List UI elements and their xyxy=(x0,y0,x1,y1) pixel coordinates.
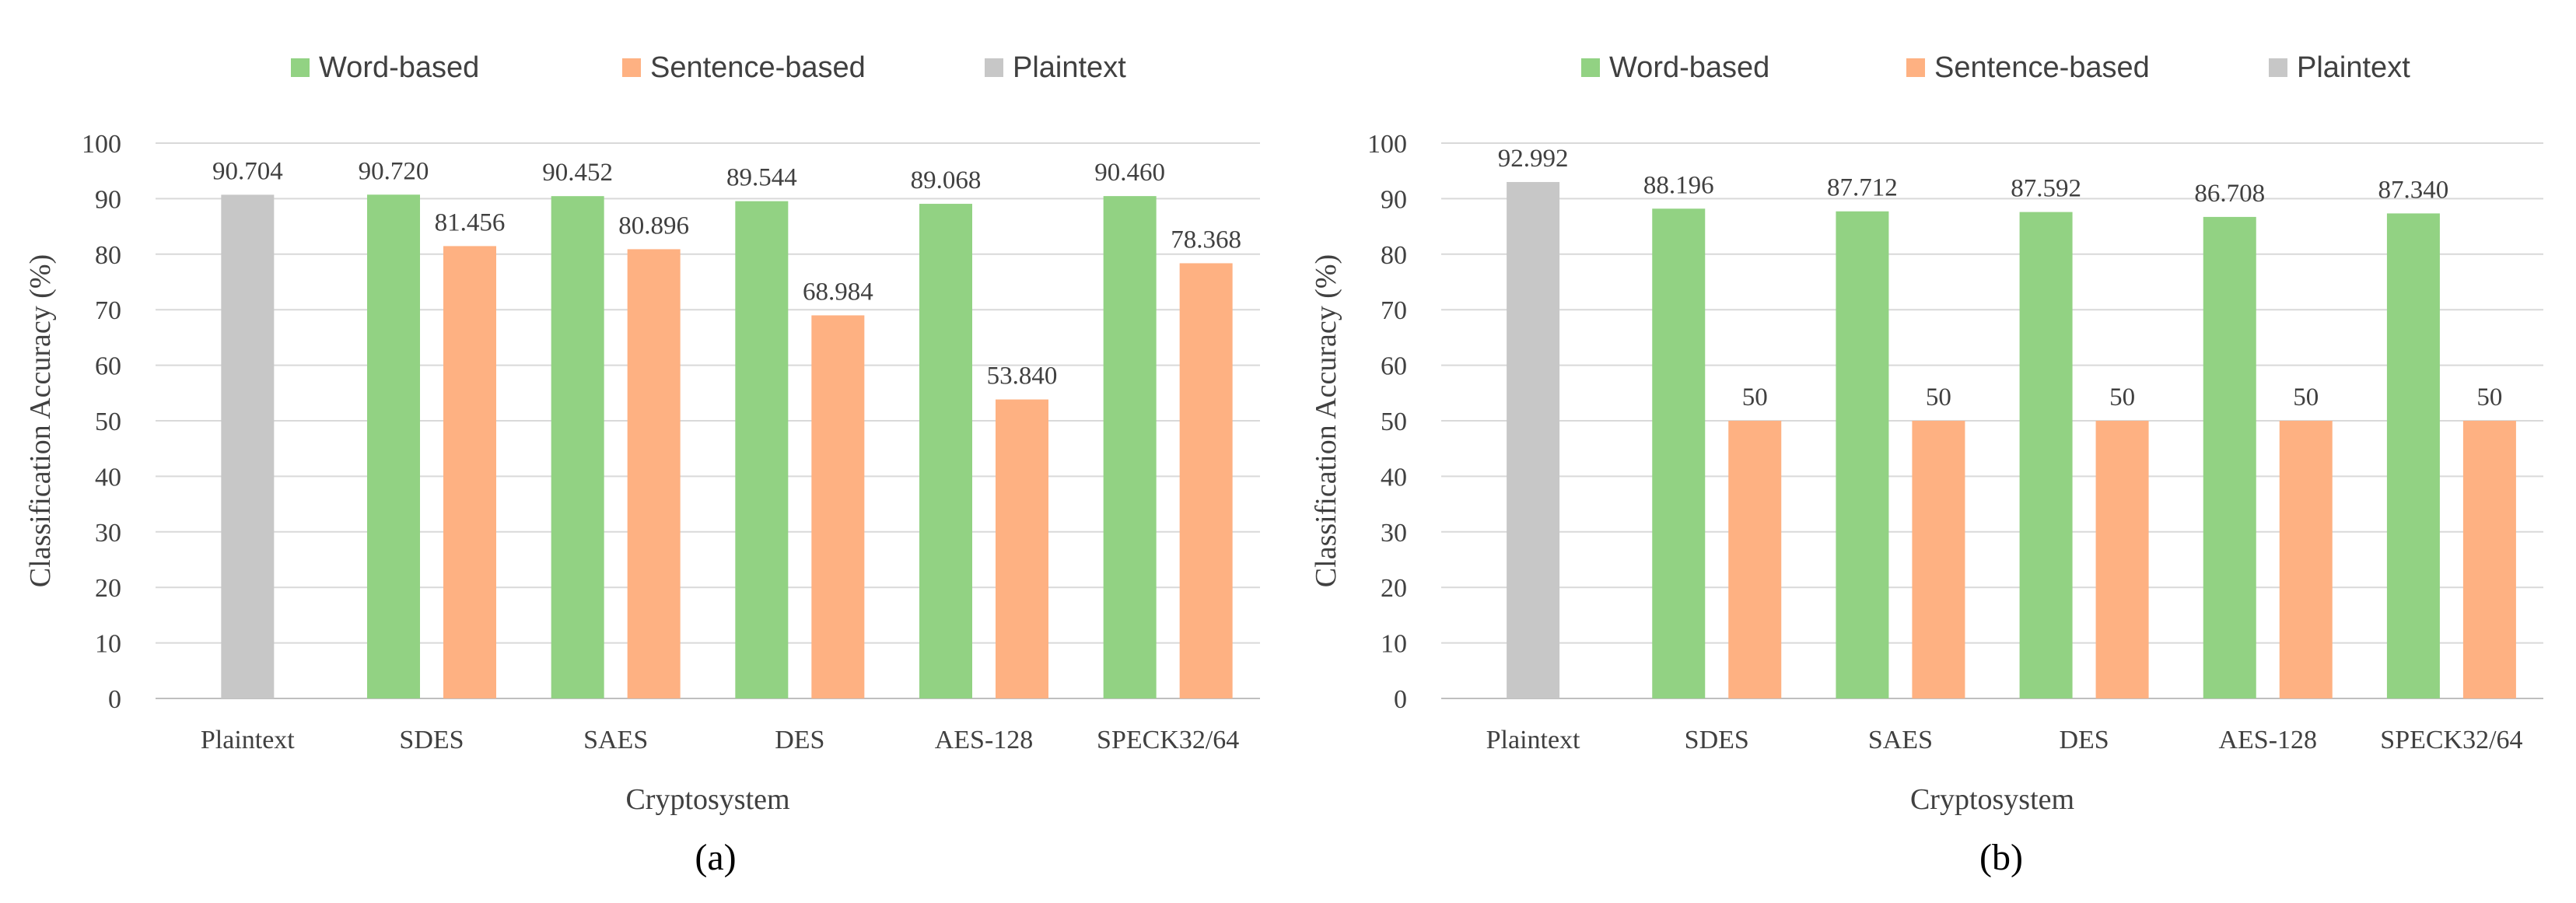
x-tick-label: SDES xyxy=(399,726,464,754)
data-label: 90.704 xyxy=(212,157,283,185)
x-axis-title: Cryptosystem xyxy=(625,783,789,816)
panel-label: (b) xyxy=(1979,837,2023,878)
x-tick-label: SPECK32/64 xyxy=(2380,726,2522,754)
data-label: 50 xyxy=(1742,383,1768,411)
y-tick-label: 80 xyxy=(1381,241,1407,270)
x-tick-label: Plaintext xyxy=(201,726,295,754)
data-label: 92.992 xyxy=(1498,145,1569,173)
legend-label: Sentence-based xyxy=(1934,51,2150,84)
bar-sentence-based-sdes xyxy=(1728,421,1782,698)
bar-sentence-based-aes-128 xyxy=(2279,421,2333,698)
bar-sentence-based-saes xyxy=(1912,421,1965,698)
data-label: 90.460 xyxy=(1094,159,1165,187)
bar-word-based-speck32-64 xyxy=(2386,213,2440,698)
bar-word-based-des xyxy=(2019,212,2073,698)
y-tick-label: 40 xyxy=(95,463,121,492)
y-tick-label: 60 xyxy=(1381,352,1407,381)
data-label: 50 xyxy=(2109,383,2135,411)
legend-swatch xyxy=(985,58,1003,77)
data-label: 86.708 xyxy=(2194,180,2265,208)
data-label: 90.452 xyxy=(542,159,613,187)
y-tick-label: 60 xyxy=(95,352,121,381)
data-label: 88.196 xyxy=(1643,171,1714,199)
y-tick-label: 90 xyxy=(95,185,121,214)
x-tick-label: DES xyxy=(2059,726,2109,754)
data-label: 50 xyxy=(1926,383,1951,411)
bar-word-based-speck32-64 xyxy=(1103,196,1157,698)
bar-word-based-des xyxy=(735,201,789,698)
legend-label: Plaintext xyxy=(1013,51,1126,84)
y-tick-label: 70 xyxy=(1381,296,1407,325)
data-label: 87.340 xyxy=(2378,176,2449,204)
data-label: 87.592 xyxy=(2011,175,2081,203)
legend-label: Word-based xyxy=(1609,51,1769,84)
legend-swatch xyxy=(2269,58,2287,77)
bar-word-based-sdes xyxy=(367,194,420,698)
bar-word-based-saes xyxy=(551,196,604,698)
data-label: 80.896 xyxy=(618,212,689,240)
x-tick-label: SAES xyxy=(1868,726,1933,754)
legend-swatch xyxy=(622,58,641,77)
x-tick-label: SAES xyxy=(583,726,648,754)
legend-label: Word-based xyxy=(319,51,479,84)
y-tick-label: 20 xyxy=(1381,574,1407,603)
data-label: 89.544 xyxy=(726,164,797,192)
x-axis-title: Cryptosystem xyxy=(1910,783,2074,816)
y-tick-label: 100 xyxy=(1367,130,1407,159)
bar-word-based-aes-128 xyxy=(2203,216,2256,698)
bar-sentence-based-aes-128 xyxy=(996,399,1048,698)
x-tick-label: DES xyxy=(775,726,824,754)
bar-sentence-based-speck32-64 xyxy=(1179,263,1233,698)
y-tick-label: 20 xyxy=(95,574,121,603)
bar-sentence-based-sdes xyxy=(443,246,496,698)
data-label: 90.720 xyxy=(359,157,429,185)
bar-sentence-based-saes xyxy=(627,249,681,698)
data-label: 89.068 xyxy=(911,166,982,194)
data-label: 78.368 xyxy=(1171,226,1241,254)
y-tick-label: 10 xyxy=(95,630,121,659)
data-label: 81.456 xyxy=(435,208,506,236)
bar-sentence-based-des xyxy=(811,315,865,698)
legend-label: Sentence-based xyxy=(650,51,866,84)
bar-word-based-aes-128 xyxy=(919,204,972,699)
y-tick-label: 40 xyxy=(1381,463,1407,492)
x-tick-label: SPECK32/64 xyxy=(1097,726,1239,754)
x-tick-label: AES-128 xyxy=(935,726,1034,754)
x-tick-label: SDES xyxy=(1685,726,1749,754)
y-tick-label: 50 xyxy=(1381,408,1407,436)
panel-label: (a) xyxy=(695,837,736,878)
chart-panel-a: 0 10 20 30 40 50 60 70 80 90 100 Plaintext 90.704 SDE… xyxy=(24,51,1260,878)
chart-panel-b: 0 10 20 30 40 50 60 70 80 90 100 Plaintext 92.992 SDE… xyxy=(1310,51,2543,878)
y-tick-label: 50 xyxy=(95,408,121,436)
data-label: 68.984 xyxy=(803,278,873,306)
bar-plaintext-plaintext xyxy=(1507,182,1560,699)
y-tick-label: 70 xyxy=(95,296,121,325)
legend-swatch xyxy=(1581,58,1600,77)
bar-sentence-based-des xyxy=(2095,421,2149,698)
legend-swatch xyxy=(291,58,310,77)
y-tick-label: 0 xyxy=(1394,685,1407,714)
y-tick-label: 30 xyxy=(95,519,121,548)
y-axis-title: Classification Accuracy (%) xyxy=(24,254,57,587)
y-axis-title: Classification Accuracy (%) xyxy=(1310,254,1342,587)
y-tick-label: 100 xyxy=(82,130,121,159)
bar-plaintext-plaintext xyxy=(221,194,275,699)
data-label: 53.840 xyxy=(987,362,1058,390)
bar-word-based-saes xyxy=(1836,211,1889,698)
bar-word-based-sdes xyxy=(1652,208,1706,699)
y-tick-label: 80 xyxy=(95,241,121,270)
y-tick-label: 0 xyxy=(108,685,121,714)
y-tick-label: 90 xyxy=(1381,185,1407,214)
y-tick-label: 30 xyxy=(1381,519,1407,548)
x-tick-label: Plaintext xyxy=(1486,726,1580,754)
y-tick-label: 10 xyxy=(1381,630,1407,659)
data-label: 87.712 xyxy=(1827,174,1898,202)
x-tick-label: AES-128 xyxy=(2218,726,2317,754)
legend-swatch xyxy=(1906,58,1925,77)
legend-label: Plaintext xyxy=(2297,51,2410,84)
bar-sentence-based-speck32-64 xyxy=(2462,421,2516,698)
data-label: 50 xyxy=(2293,383,2319,411)
data-label: 50 xyxy=(2476,383,2502,411)
